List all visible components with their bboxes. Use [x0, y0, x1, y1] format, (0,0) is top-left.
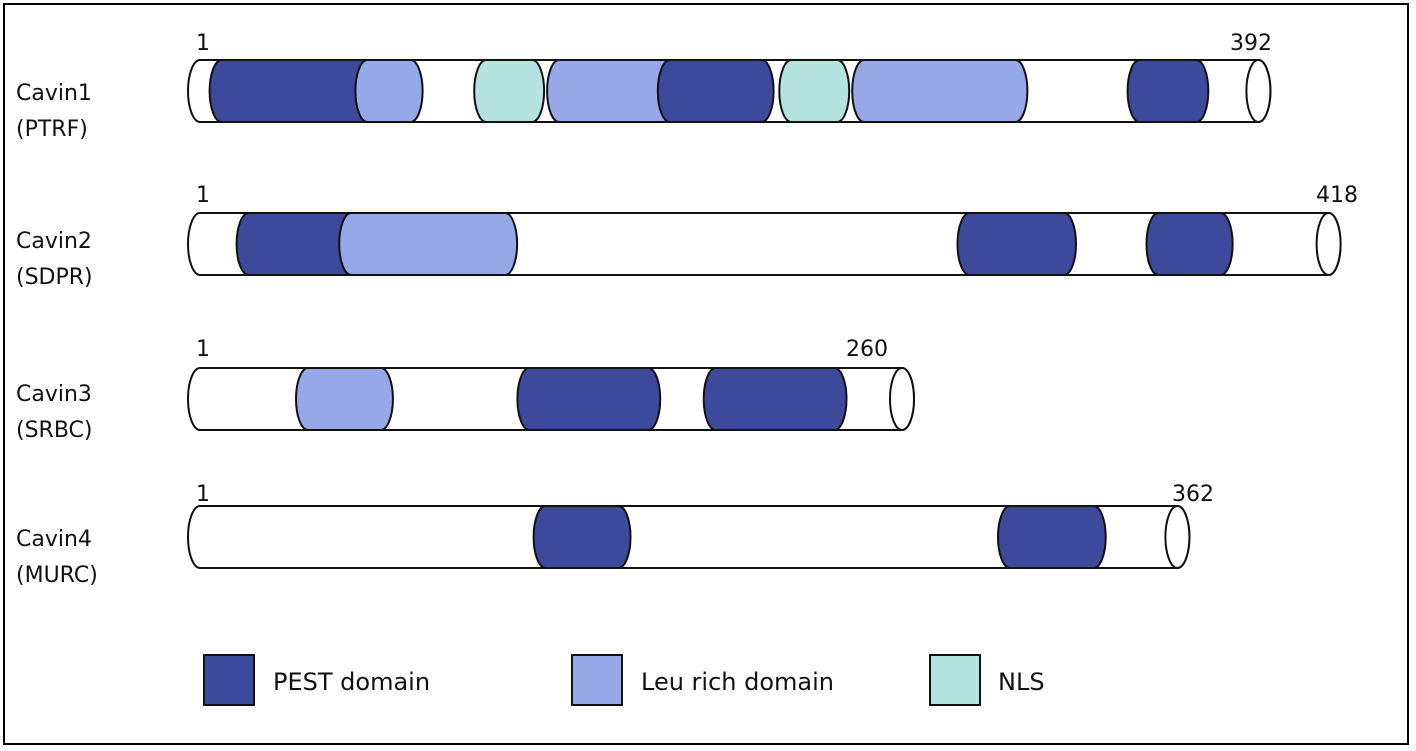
cylinder-end-cap [889, 367, 915, 431]
domain-segment-pest [702, 367, 848, 431]
protein-name: Cavin4 [16, 527, 92, 552]
legend-label: PEST domain [273, 668, 430, 696]
protein-alias: (PTRF) [16, 117, 88, 142]
start-residue-label: 1 [196, 183, 210, 208]
start-residue-label: 1 [196, 482, 210, 507]
protein-alias: (SRBC) [16, 418, 92, 443]
protein-alias: (SDPR) [16, 265, 93, 290]
cylinder-outline [200, 367, 902, 431]
start-residue-label: 1 [196, 31, 210, 56]
domain-segment-nls [778, 59, 851, 123]
legend-swatch-nls [929, 654, 981, 706]
domain-segment-pest [997, 505, 1107, 569]
protein-row: Cavin4 (MURC) 1 362 [16, 482, 1214, 588]
legend-swatch-pest [203, 654, 255, 706]
protein-alias: (MURC) [16, 563, 98, 588]
legend-label: Leu rich domain [641, 668, 834, 696]
protein-row: Cavin3 (SRBC) 1 260 [16, 337, 915, 443]
protein-cylinder [187, 505, 1191, 569]
cylinder-end-cap [1164, 505, 1191, 569]
domain-segment-pest [208, 59, 375, 123]
domain-segment-leu [295, 367, 394, 431]
end-residue-label: 362 [1172, 482, 1214, 507]
end-residue-label: 418 [1316, 183, 1358, 208]
domain-segment-nls [473, 59, 546, 123]
domain-segment-leu [354, 59, 424, 123]
domain-segment-pest [1126, 59, 1210, 123]
protein-cylinder [187, 59, 1272, 123]
domain-segment-leu [851, 59, 1029, 123]
legend: PEST domain Leu rich domain NLS [203, 654, 1045, 706]
start-residue-label: 1 [196, 337, 210, 362]
protein-name: Cavin1 [16, 81, 92, 106]
cylinder-end-cap [1315, 212, 1342, 276]
domain-segment-pest [656, 59, 775, 123]
protein-cylinder [187, 367, 915, 431]
legend-item-pest: PEST domain [203, 654, 430, 706]
protein-row: Cavin1 (PTRF) 1 392 [16, 31, 1272, 142]
protein-name: Cavin2 [16, 229, 92, 254]
domain-segment-pest [516, 367, 662, 431]
cylinder-outline [200, 212, 1329, 276]
legend-item-leu: Leu rich domain [571, 654, 834, 706]
domain-segment-pest [1145, 212, 1234, 276]
domain-segment-leu [338, 212, 519, 276]
cylinder-outline [200, 59, 1259, 123]
cylinder-end-cap [1245, 59, 1272, 123]
domain-segment-pest [956, 212, 1077, 276]
protein-name: Cavin3 [16, 382, 92, 407]
domain-segment-pest [532, 505, 632, 569]
protein-row: Cavin2 (SDPR) 1 418 [16, 183, 1358, 290]
end-residue-label: 260 [846, 337, 888, 362]
protein-cylinder [187, 212, 1342, 276]
legend-label: NLS [998, 668, 1045, 696]
end-residue-label: 392 [1230, 31, 1272, 56]
legend-swatch-leu [571, 654, 623, 706]
cylinder-outline [200, 505, 1178, 569]
legend-item-nls: NLS [929, 654, 1045, 706]
